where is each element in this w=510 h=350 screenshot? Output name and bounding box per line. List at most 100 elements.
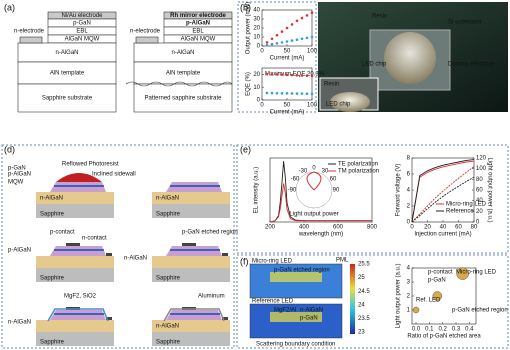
panel-label: (d): [4, 144, 15, 154]
photoresist: [56, 173, 102, 182]
step-label: n-AlGaN: [124, 256, 147, 262]
series-line: [269, 183, 372, 223]
x-tick-label: 400: [299, 225, 310, 231]
panel-label: (b): [240, 2, 251, 12]
x-tick-label: 800: [367, 225, 378, 231]
x-axis-title: Current (mA): [270, 56, 305, 62]
y-axis-title: Light output power (a.u.): [396, 263, 402, 328]
step-label: p-GaN: [8, 166, 26, 172]
point: [300, 16, 304, 20]
contact: [222, 317, 228, 320]
x-axis-title: Ratio of p-GaN etched area: [407, 334, 481, 340]
contact: [182, 243, 196, 246]
y-tick-label: 20: [253, 72, 260, 78]
y-tick-label: 8: [407, 156, 411, 162]
y-tick-label: 40: [253, 8, 260, 14]
step-label: Sapphire: [156, 212, 181, 218]
step-label: n-AlGaN: [156, 196, 179, 202]
point: [280, 92, 284, 95]
coating: [163, 308, 225, 322]
step-label: Sapphire: [40, 276, 65, 282]
layer-label: EBL: [192, 29, 204, 35]
step-label: p-contact: [50, 230, 75, 236]
series-line: [411, 159, 475, 223]
point-label: Ref. LED: [416, 298, 441, 304]
n-algan: [36, 192, 114, 204]
point: [310, 74, 314, 78]
step-label: Reflowed Photoresist: [62, 162, 119, 168]
polar-tick: -60: [291, 177, 300, 183]
polar-tick: 90: [333, 188, 340, 194]
layer-label: AlN template: [50, 71, 85, 77]
colorbar-tick: 25: [358, 275, 365, 281]
point: [300, 74, 304, 77]
step-label: Inclined sidewall: [92, 172, 136, 178]
y-tick-label: 0: [257, 44, 261, 50]
point: [305, 92, 309, 96]
polar-tick: -30: [299, 169, 308, 175]
y-axis-title: Output power (mW): [246, 2, 252, 54]
sapphire: [36, 332, 114, 346]
panel-label: (a): [4, 2, 15, 12]
point: [456, 267, 469, 280]
layer-label: n-AlGaN: [55, 50, 78, 56]
step-label: MQW: [8, 180, 24, 186]
x-tick-label: 0: [260, 49, 264, 55]
polar-tick: 30: [322, 169, 329, 175]
point: [310, 35, 314, 39]
point: [280, 30, 284, 33]
y-tick-label: 6: [407, 172, 411, 178]
map-label: n-AlGaN: [300, 308, 323, 314]
x-tick-label: 50: [284, 49, 291, 55]
x-tick-label: 0: [260, 103, 264, 109]
x-tick-label: 600: [333, 225, 344, 231]
map-label: p-GaN etched region: [274, 268, 330, 274]
y2-tick-label: 80: [476, 177, 483, 183]
layer-label: Rh mirror electrode: [170, 13, 226, 19]
panel-frame: [1, 144, 235, 349]
map-label: MgF2/Al: [274, 308, 296, 314]
step-label: MgF2, SiO2: [64, 294, 97, 300]
y-tick-label: 20: [253, 26, 260, 32]
polar-tick: -90: [288, 188, 297, 194]
panel-frame: [236, 254, 509, 349]
layer-label: AlN template: [166, 71, 201, 77]
y-tick-label: 10: [253, 35, 260, 41]
x-tick-label: 50: [284, 103, 291, 109]
colorbar-tick: 23.5: [358, 316, 370, 322]
y2-tick-label: 40: [476, 198, 483, 204]
colorbar-tick: 24: [358, 302, 365, 308]
y2-tick-label: 60: [476, 188, 483, 194]
n-algan: [152, 256, 230, 268]
electrode-label: n-electrode: [130, 29, 161, 35]
point: [275, 33, 279, 37]
layer-label: Sapphire substrate: [42, 96, 93, 102]
sapphire: [152, 204, 230, 218]
x-tick-label: 100: [307, 103, 318, 109]
layer-label: AlGaN MQW: [181, 37, 216, 43]
photo-label: Dummy electrode: [448, 62, 496, 68]
coating: [47, 308, 109, 322]
n-algan: [36, 320, 114, 332]
layer-label: p-AlGaN: [186, 21, 210, 27]
y-tick-label: 30: [253, 17, 260, 23]
layer: [17, 83, 117, 113]
point-label: p-contact: [428, 270, 453, 276]
y-tick-label: 1: [407, 308, 411, 314]
electrode: [19, 36, 43, 44]
x-tick-label: 40: [440, 225, 447, 231]
series-line: [411, 160, 475, 223]
point: [300, 37, 304, 41]
point: [285, 26, 289, 30]
point-label: p-GaN: [428, 278, 446, 284]
point: [285, 73, 289, 77]
contact: [106, 253, 112, 256]
polar-tick: 0: [312, 166, 316, 172]
photo-label: Resin: [324, 82, 339, 88]
step-label: Sapphire: [156, 276, 181, 282]
point: [270, 91, 274, 95]
point: [300, 92, 304, 95]
photo-label: Resin: [372, 14, 387, 20]
point: [265, 91, 269, 95]
sapphire: [36, 204, 114, 218]
